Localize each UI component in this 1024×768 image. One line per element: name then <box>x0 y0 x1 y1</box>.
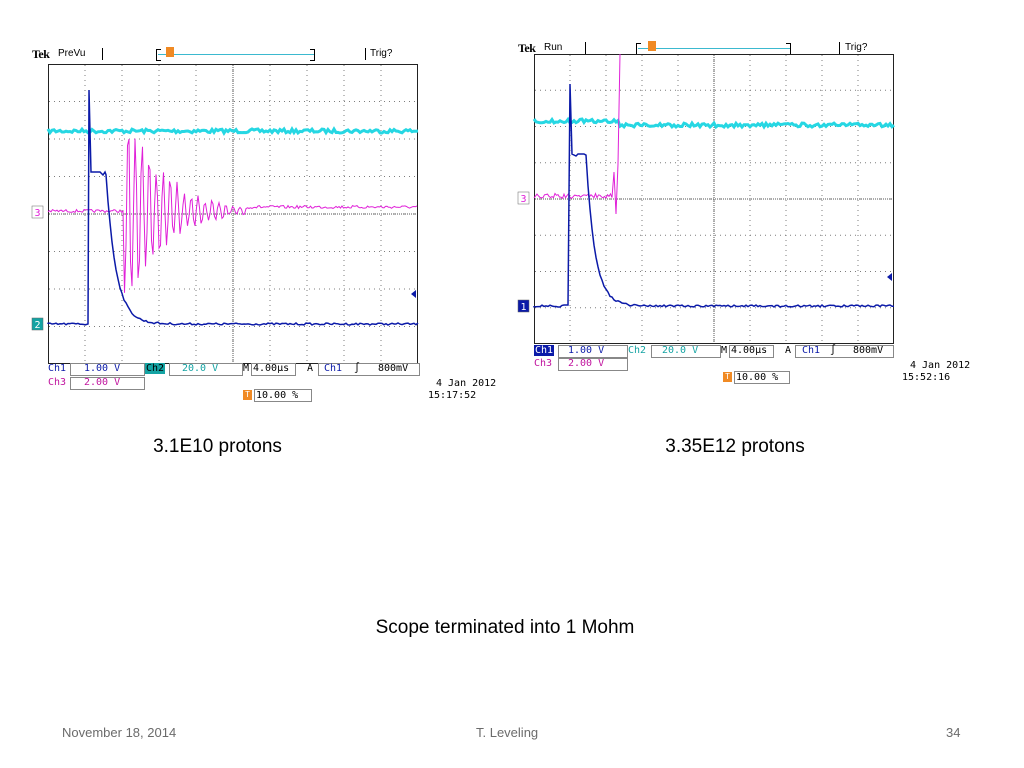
ch3-trace <box>533 53 621 215</box>
record-window-line <box>638 48 790 49</box>
acquisition-mode: PreVu <box>58 48 86 59</box>
trigger-mode-label: A <box>785 345 792 356</box>
scope-screenshot-left: Tek PreVu Trig? T 32 Ch1 1.00 V Ch2 20.0… <box>31 44 522 409</box>
status-divider <box>365 48 366 60</box>
trigger-level: 800mV <box>853 345 884 356</box>
ch3-marker-box <box>517 191 530 205</box>
scope-status-bar: Tek PreVu Trig? <box>32 44 522 62</box>
acquisition-mode: Run <box>544 42 563 53</box>
status-divider <box>839 42 840 54</box>
record-bracket-right <box>310 49 315 61</box>
ch3-label: Ch3 <box>48 377 67 388</box>
trigger-mode-label: A <box>307 363 314 374</box>
trigger-status: Trig? <box>845 42 868 53</box>
timebase-value: 4.00µs <box>731 345 768 356</box>
ch1-marker: 1 <box>520 302 526 313</box>
capture-time: 15:52:16 <box>902 372 951 383</box>
ch3-marker-box <box>31 205 44 219</box>
trigger-position-icon <box>648 41 656 51</box>
ch3-value-box <box>70 377 145 390</box>
ch1-label: Ch1 <box>534 345 555 356</box>
ch3-value-box <box>558 358 628 371</box>
ch1-value-box <box>70 363 145 376</box>
record-bracket-left <box>156 49 161 61</box>
ch1-label: Ch1 <box>48 363 67 374</box>
brand-logo: Tek <box>518 41 536 55</box>
scope-graticule: 31 <box>517 53 895 344</box>
scope-graticule: 32 <box>31 64 419 364</box>
ch3-label: Ch3 <box>534 358 553 369</box>
trigger-slope-icon: ∫ <box>830 345 837 356</box>
trigger-slope-icon: ∫ <box>354 363 361 374</box>
footer-page-number: 34 <box>946 725 961 740</box>
trigger-pos-box <box>734 371 790 384</box>
capture-date: 4 Jan 2012 <box>436 378 497 389</box>
ch1-value-box <box>558 345 628 358</box>
trigger-pos-icon: T <box>723 372 732 382</box>
ch2-label: Ch2 <box>145 363 166 374</box>
trigger-level-arrow-icon <box>887 273 892 281</box>
record-window-line <box>158 54 314 55</box>
ch2-scale: 20.0 V <box>182 363 219 374</box>
footer-date: November 18, 2014 <box>62 725 177 740</box>
ch3-marker: 3 <box>520 194 526 205</box>
trigger-position: 10.00 % <box>256 390 299 401</box>
ch3-scale: 2.00 V <box>84 377 121 388</box>
timebase-box <box>251 363 296 376</box>
timebase-box <box>729 345 774 358</box>
ch2-value-box <box>169 363 243 376</box>
footer-author: T. Leveling <box>476 725 539 740</box>
trigger-pos-icon: T <box>243 390 252 400</box>
trigger-level-arrow-icon <box>411 290 416 298</box>
scope-screenshot-right: Tek Run Trig? T 31 Ch1 1.00 V Ch2 20.0 V… <box>517 38 1008 388</box>
brand-logo: Tek <box>32 47 50 61</box>
timebase-label: M <box>721 345 728 356</box>
trigger-position: 10.00 % <box>736 372 779 383</box>
caption-left: 3.1E10 protons <box>153 436 282 457</box>
status-divider <box>585 42 586 54</box>
ch1-scale: 1.00 V <box>84 363 121 374</box>
trigger-source: Ch1 <box>324 363 343 374</box>
caption-right: 3.35E12 protons <box>665 436 805 457</box>
trigger-pos-box <box>254 389 312 402</box>
ch2-label: Ch2 <box>628 345 647 356</box>
ch2-trace <box>46 126 419 136</box>
trigger-level: 800mV <box>378 363 409 374</box>
ch2-marker: 2 <box>34 320 40 331</box>
ch2-value-box <box>651 345 721 358</box>
capture-date: 4 Jan 2012 <box>910 360 971 371</box>
trigger-box <box>318 363 420 376</box>
ch1-trace <box>533 83 895 308</box>
trigger-box <box>795 345 894 358</box>
ch1-scale: 1.00 V <box>568 345 605 356</box>
ch2-marker-box <box>31 317 44 331</box>
timebase-label: M <box>243 363 250 374</box>
trigger-source: Ch1 <box>802 345 821 356</box>
ch1-marker-box <box>517 299 530 313</box>
ch3-marker: 3 <box>34 208 40 219</box>
ch3-scale: 2.00 V <box>568 358 605 369</box>
caption-center: Scope terminated into 1 Mohm <box>375 617 635 638</box>
status-divider <box>102 48 103 60</box>
capture-time: 15:17:52 <box>428 390 477 401</box>
readout-panel: Ch1 <box>48 363 66 374</box>
trigger-position-icon <box>166 47 174 57</box>
ch1-trace <box>47 89 419 326</box>
trigger-status: Trig? <box>370 48 393 59</box>
ch2-trace <box>532 116 895 130</box>
ch2-scale: 20.0 V <box>662 345 699 356</box>
timebase-value: 4.00µs <box>253 363 290 374</box>
